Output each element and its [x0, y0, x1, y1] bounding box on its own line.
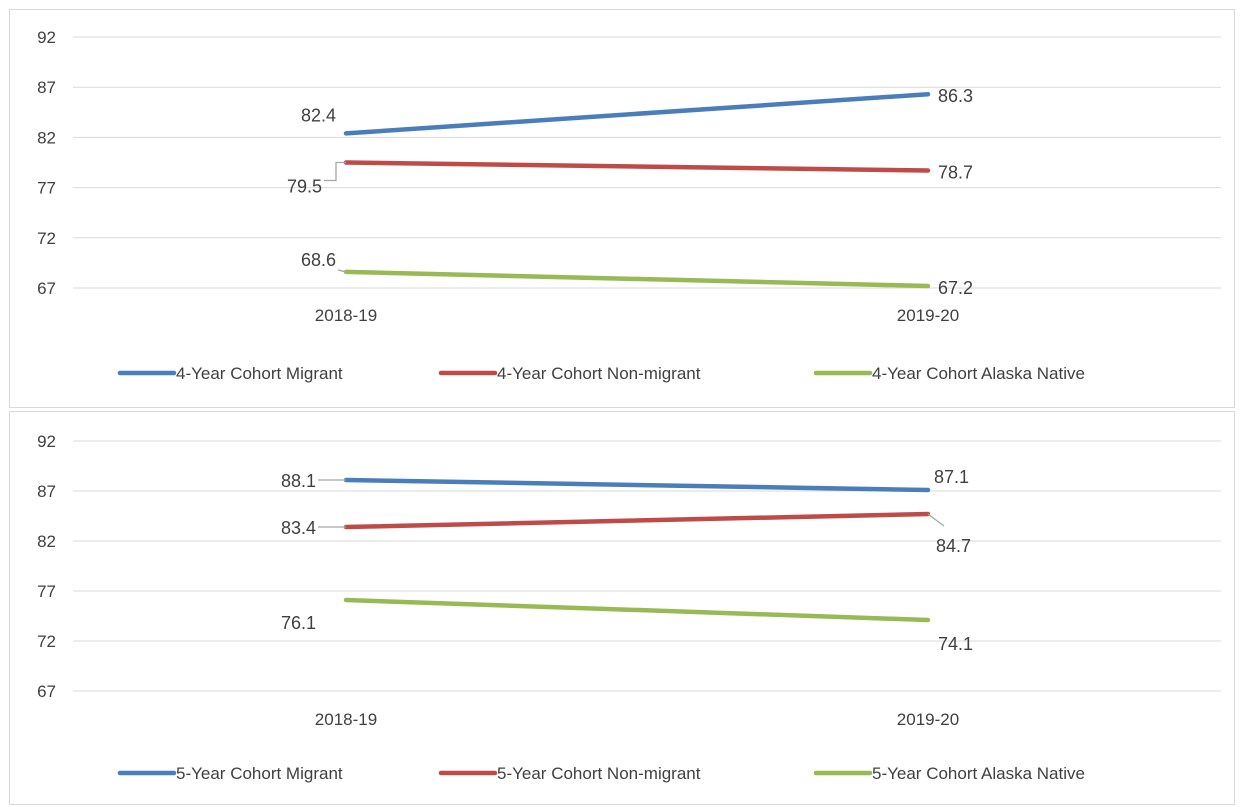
x-category-label: 2018-19: [315, 306, 377, 325]
series-line-four-year-0: [343, 91, 931, 136]
series-line-five-year-0: [343, 477, 931, 493]
series-line-four-year-1: [343, 160, 931, 173]
x-category-label: 2019-20: [897, 306, 959, 325]
legend-label: 4-Year Cohort Migrant: [176, 364, 343, 383]
data-label-leader: [337, 269, 347, 273]
data-label-leader: [324, 161, 346, 182]
y-tick-label: 67: [37, 279, 56, 298]
y-tick-label: 92: [37, 432, 56, 451]
data-label: 78.7: [938, 163, 973, 183]
data-label: 83.4: [281, 518, 316, 538]
chart-panel-5-year: 92 87 82 77 72 67 2018-19 2019-20 88.1 87.1 5-Year…: [9, 411, 1235, 805]
y-tick-label: 87: [37, 482, 56, 501]
data-label: 88.1: [281, 471, 316, 491]
legend-label: 5-Year Cohort Non-migrant: [497, 764, 701, 783]
series-line-five-year-2: [343, 597, 931, 623]
data-label: 67.2: [938, 278, 973, 298]
series-line-four-year-2: [343, 269, 931, 289]
data-label: 84.7: [936, 536, 971, 556]
legend-label: 4-Year Cohort Alaska Native: [872, 364, 1085, 383]
data-label: 76.1: [281, 613, 316, 633]
y-tick-label: 72: [37, 632, 56, 651]
x-category-label: 2018-19: [315, 710, 377, 729]
y-tick-label: 77: [37, 179, 56, 198]
chart-4-year-cohort: 92 87 82 77 72 67 2018-19 2019-20 82.4 86.3 4-Year…: [37, 28, 1221, 383]
y-tick-label: 92: [37, 28, 56, 47]
series-line-five-year-1: [343, 511, 931, 530]
x-category-label: 2019-20: [897, 710, 959, 729]
data-label: 82.4: [301, 105, 336, 125]
data-label: 86.3: [938, 86, 973, 106]
legend-label: 5-Year Cohort Alaska Native: [872, 764, 1085, 783]
y-tick-label: 72: [37, 229, 56, 248]
y-tick-label: 77: [37, 582, 56, 601]
legend-label: 5-Year Cohort Migrant: [176, 764, 343, 783]
data-label: 74.1: [938, 634, 973, 654]
chart-5-year-cohort: 92 87 82 77 72 67 2018-19 2019-20 88.1 87.1 5-Year…: [37, 432, 1221, 783]
legend-label: 4-Year Cohort Non-migrant: [497, 364, 701, 383]
y-tick-label: 82: [37, 128, 56, 147]
data-label-leader: [927, 513, 945, 527]
data-label: 68.6: [301, 250, 336, 270]
data-label: 87.1: [934, 467, 969, 487]
y-tick-label: 82: [37, 532, 56, 551]
data-label: 79.5: [287, 177, 322, 197]
y-tick-label: 67: [37, 682, 56, 701]
y-tick-label: 87: [37, 78, 56, 97]
chart-panel-4-year: 92 87 82 77 72 67 2018-19 2019-20 82.4 86.3 4-Year…: [9, 9, 1235, 408]
